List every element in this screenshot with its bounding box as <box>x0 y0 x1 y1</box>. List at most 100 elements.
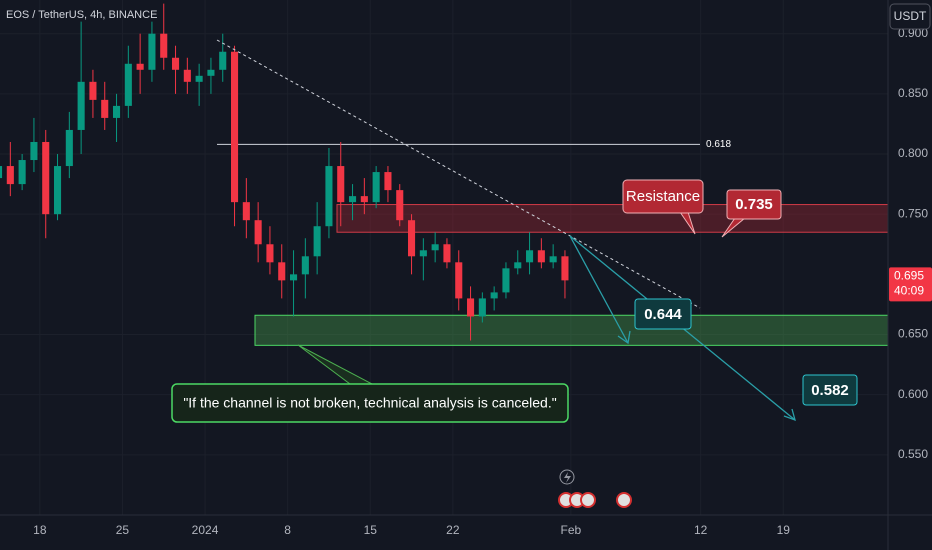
candle-body <box>89 81 97 100</box>
candle-body <box>478 298 486 317</box>
callout-text: 0.735 <box>735 196 773 213</box>
y-tick-label: 0.750 <box>898 206 928 220</box>
candle-body <box>431 244 439 251</box>
candle-body <box>337 166 345 203</box>
candle-body <box>207 69 215 76</box>
candle-body <box>195 75 203 82</box>
candle-body <box>30 141 38 161</box>
y-tick-label: 0.600 <box>898 387 928 401</box>
candle-body <box>384 172 392 191</box>
zones: 0.618 <box>217 139 889 346</box>
candle-body <box>53 166 62 215</box>
event-flag[interactable] <box>580 492 596 508</box>
callout-pointer <box>297 344 373 385</box>
x-tick-label: 8 <box>284 523 291 537</box>
candle-body <box>502 268 510 293</box>
callout <box>634 298 692 330</box>
candle-body <box>230 51 239 203</box>
candle-body <box>514 262 522 269</box>
x-tick-label: 19 <box>777 523 791 537</box>
candle-body <box>455 262 463 299</box>
grid <box>0 0 888 515</box>
candle-body <box>0 166 3 179</box>
candle-body <box>537 250 545 263</box>
candle-body <box>526 250 534 263</box>
x-tick-label: 25 <box>116 523 130 537</box>
candle-body <box>561 256 569 281</box>
fib-label: 0.618 <box>706 139 731 150</box>
candle-body <box>112 105 121 118</box>
currency-button[interactable] <box>889 3 931 30</box>
x-tick-label: 18 <box>33 523 47 537</box>
callout-text: Resistance <box>626 188 700 205</box>
arrow-head <box>783 408 796 422</box>
candle-body <box>313 226 321 257</box>
callout-text: 0.644 <box>644 306 682 323</box>
y-tick-label: 0.650 <box>898 327 928 341</box>
candle-body <box>372 172 380 203</box>
candle-body <box>467 298 475 317</box>
price-zone <box>336 204 889 233</box>
candle-body <box>325 166 333 227</box>
candle-body <box>290 274 298 281</box>
last-price-tag <box>889 267 932 302</box>
candle-body <box>65 129 73 167</box>
candle-body <box>148 33 156 70</box>
y-tick-label: 0.550 <box>898 447 928 461</box>
trend-line <box>216 39 701 309</box>
candle-body <box>266 244 274 263</box>
x-tick-label: 12 <box>694 523 708 537</box>
callout-pointer <box>679 211 696 235</box>
callout-text: "If the channel is not broken, technical… <box>183 395 556 411</box>
candle-body <box>171 57 180 70</box>
price-zone <box>254 314 889 346</box>
currency[interactable]: USDT <box>894 9 927 23</box>
candle-body <box>443 244 451 263</box>
candle-body <box>136 63 144 70</box>
last-price: 0.695 <box>894 269 924 283</box>
arrow <box>569 235 629 344</box>
candle-body <box>360 196 368 203</box>
candle-body <box>124 63 132 106</box>
candle-body <box>42 141 50 215</box>
candle-body <box>101 99 109 118</box>
candle-body <box>549 256 557 263</box>
countdown: 40:09 <box>894 284 924 298</box>
callout <box>622 179 704 214</box>
callout <box>726 189 782 220</box>
candle-body <box>490 292 498 299</box>
candle-body <box>301 256 309 275</box>
event-flags <box>558 492 632 508</box>
candle-body <box>219 51 227 70</box>
candle-body <box>18 160 26 185</box>
x-tick-label: 15 <box>364 523 378 537</box>
candle-body <box>242 202 250 221</box>
arrow-head <box>617 330 631 345</box>
symbol-title: EOS / TetherUS, 4h, BINANCE <box>6 9 157 21</box>
candle-body <box>278 262 286 281</box>
candle-body <box>77 81 85 130</box>
x-tick-label: Feb <box>561 523 582 537</box>
candles <box>0 3 569 341</box>
callout <box>171 383 569 423</box>
callout-pointer <box>721 217 746 238</box>
event-flag[interactable] <box>616 492 632 508</box>
candle-body <box>160 33 168 58</box>
candle-body <box>419 250 427 257</box>
candle-body <box>254 220 262 245</box>
x-tick-label: 2024 <box>192 523 219 537</box>
y-tick-label: 0.850 <box>898 86 928 100</box>
candle-body <box>408 220 416 257</box>
callout-text: 0.582 <box>811 382 849 399</box>
price-axis <box>888 0 932 515</box>
candle-body <box>396 190 404 221</box>
y-tick-label: 0.800 <box>898 146 928 160</box>
callout <box>802 374 858 406</box>
x-tick-label: 22 <box>446 523 460 537</box>
candle-body <box>6 166 14 185</box>
candle-body <box>183 69 191 82</box>
event-icon-glyph <box>564 472 571 483</box>
